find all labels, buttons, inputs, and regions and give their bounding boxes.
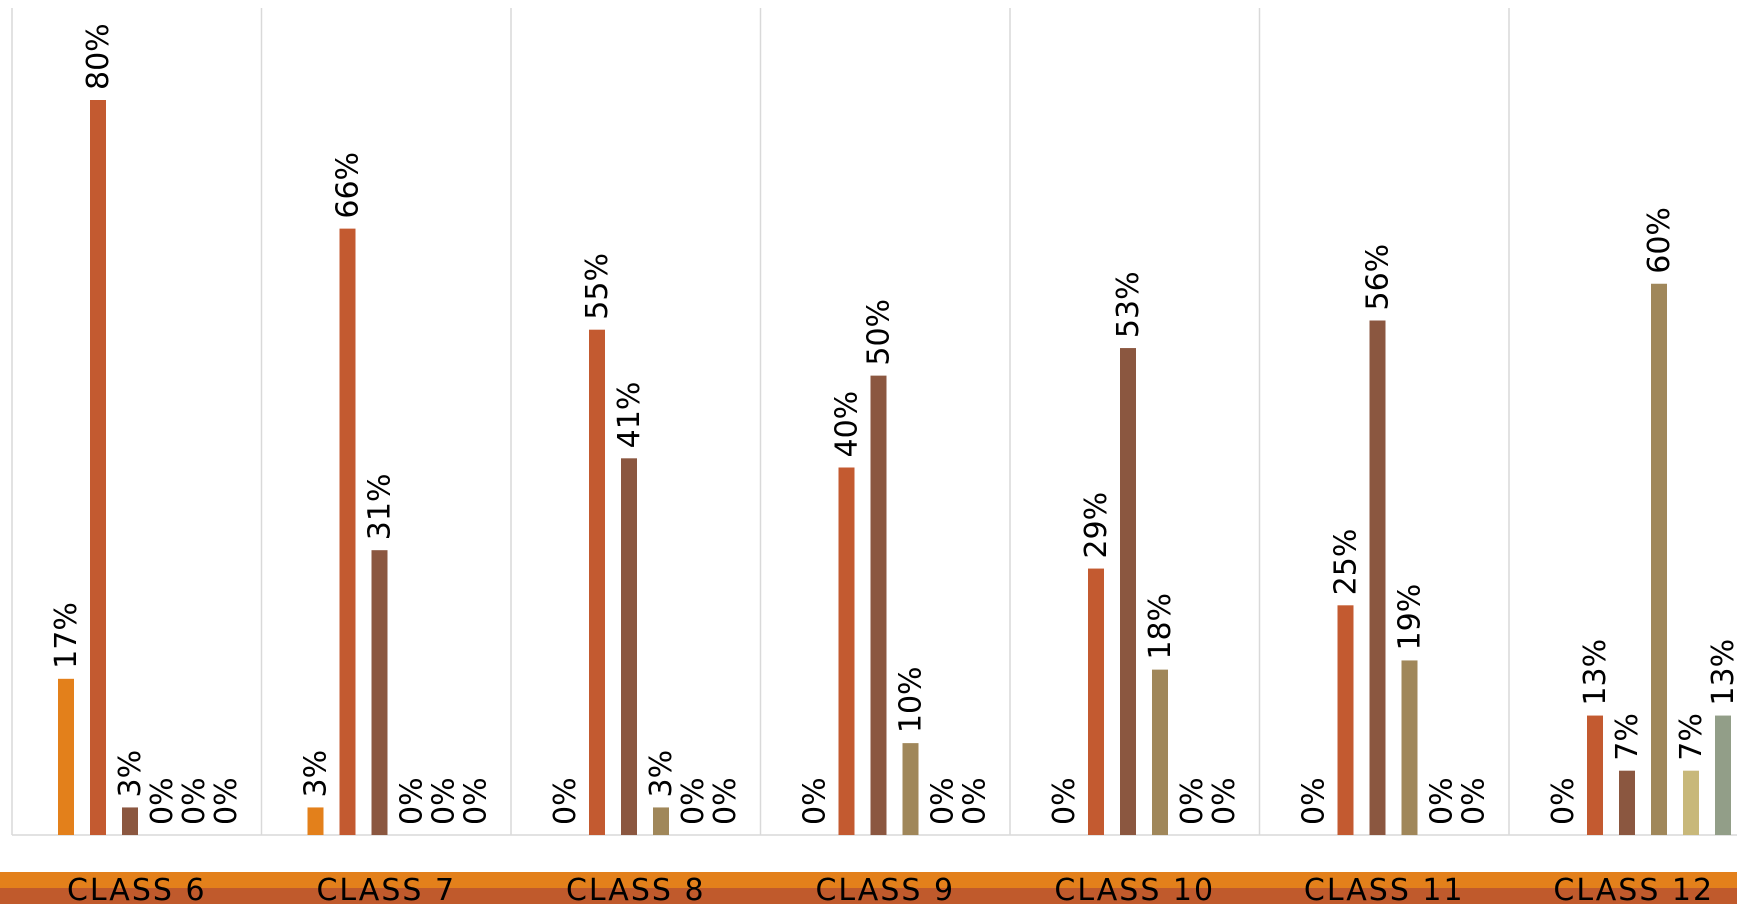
bar (1715, 715, 1731, 835)
category-tick-label: CLASS 12 (1553, 873, 1714, 904)
bar (870, 375, 887, 835)
data-label: 0% (1047, 777, 1082, 825)
bar (339, 228, 356, 835)
data-label: 7% (1674, 713, 1709, 761)
data-label: 0% (1175, 777, 1210, 825)
bar (1683, 770, 1699, 835)
data-label: 19% (1393, 584, 1428, 651)
bar (1587, 715, 1603, 835)
data-label: 0% (708, 777, 743, 825)
data-label: 18% (1143, 593, 1178, 660)
bar (1401, 660, 1418, 835)
bar (90, 100, 106, 835)
data-label: 0% (1425, 777, 1460, 825)
bar (902, 743, 919, 835)
bar (1651, 283, 1667, 835)
bar (307, 807, 324, 835)
bar (122, 807, 138, 835)
data-label: 13% (1578, 639, 1613, 706)
data-label: 0% (177, 777, 212, 825)
bar (653, 807, 669, 835)
data-label: 0% (1207, 777, 1242, 825)
data-label: 10% (894, 666, 929, 733)
bar (1619, 770, 1635, 835)
category-tick-label: CLASS 6 (67, 873, 207, 904)
category-tick-label: CLASS 11 (1304, 873, 1465, 904)
data-label: 3% (644, 750, 679, 798)
bar (1120, 348, 1136, 835)
category-separators (11, 8, 1510, 835)
data-label: 0% (209, 777, 244, 825)
data-label: 3% (299, 750, 334, 798)
category-band-top (0, 872, 1737, 888)
bar (621, 458, 637, 835)
data-label: 0% (676, 777, 711, 825)
bar (371, 550, 388, 835)
data-label: 0% (1297, 777, 1332, 825)
data-label: 0% (395, 777, 430, 825)
category-tick-label: CLASS 8 (566, 873, 706, 904)
data-label: 0% (1546, 777, 1581, 825)
bar (1088, 568, 1104, 835)
bar (838, 467, 855, 835)
data-label: 3% (113, 750, 148, 798)
data-label: 0% (958, 777, 993, 825)
category-band-bottom (0, 888, 1737, 904)
data-label: 7% (1610, 713, 1645, 761)
data-label: 31% (363, 474, 398, 541)
bars-group (58, 100, 1731, 835)
data-label: 41% (612, 382, 647, 449)
bar (1152, 669, 1168, 835)
data-label: 0% (926, 777, 961, 825)
bar (1369, 320, 1386, 835)
data-label: 53% (1111, 271, 1146, 338)
data-label: 0% (427, 777, 462, 825)
data-label: 13% (1706, 639, 1737, 706)
data-label: 55% (580, 253, 615, 320)
data-label: 0% (145, 777, 180, 825)
data-label: 80% (81, 23, 116, 90)
data-label: 50% (862, 299, 897, 366)
data-label: 25% (1329, 529, 1364, 596)
data-label: 66% (331, 152, 366, 219)
data-label: 60% (1642, 207, 1677, 274)
bar (589, 329, 605, 835)
data-label: 40% (830, 391, 865, 458)
data-label: 56% (1361, 244, 1396, 311)
data-label: 0% (798, 777, 833, 825)
bar (1337, 605, 1354, 835)
data-label: 17% (49, 602, 84, 669)
category-labels-group: CLASS 6 CLASS 7 CLASS 8 CLASS 9 CLASS 10 CLAS… (67, 873, 1714, 904)
data-label: 0% (459, 777, 494, 825)
bar (58, 678, 74, 835)
category-tick-label: CLASS 9 (815, 873, 955, 904)
category-tick-label: CLASS 10 (1054, 873, 1215, 904)
category-tick-label: CLASS 7 (316, 873, 456, 904)
data-label: 29% (1079, 492, 1114, 559)
data-label: 0% (1457, 777, 1492, 825)
data-label: 0% (548, 777, 583, 825)
data-labels-group: 17%80%3%0%0%0%3%66%31%0%0%0% 0%55%41%3%0%… (49, 23, 1737, 825)
